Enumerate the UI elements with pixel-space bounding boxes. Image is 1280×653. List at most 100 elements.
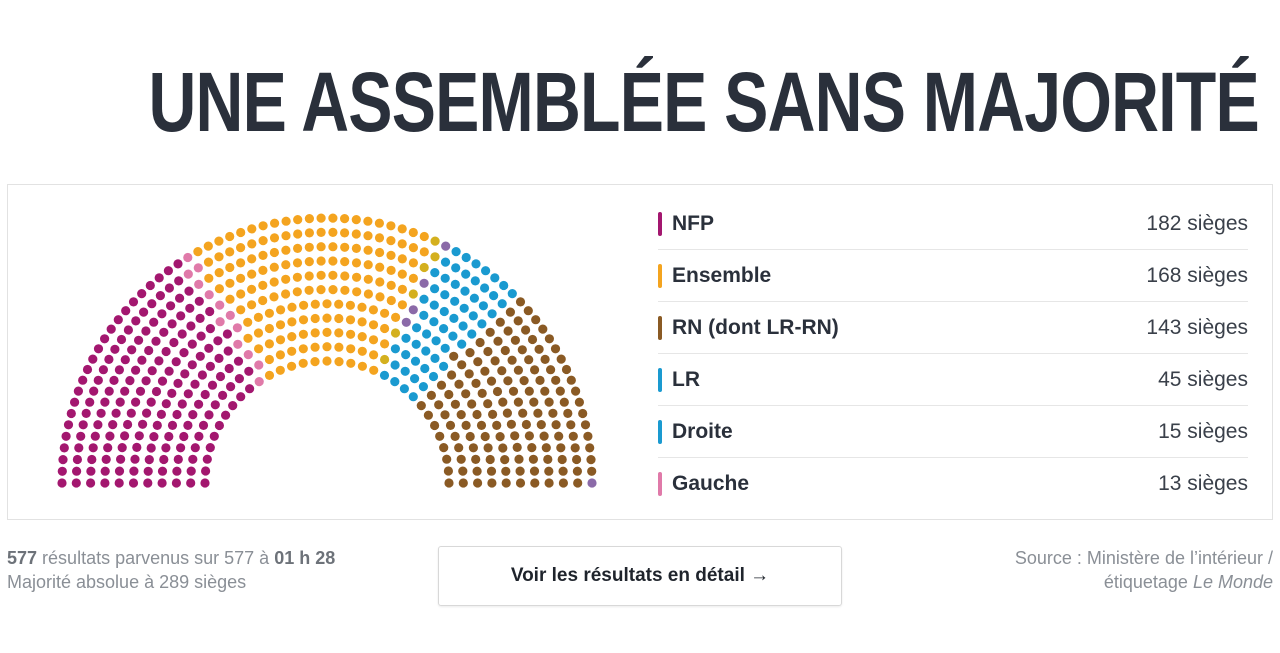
view-details-button[interactable]: Voir les résultats en détail → [438, 546, 842, 606]
seat-dot [205, 324, 215, 334]
seat-dot [281, 274, 291, 284]
seat-dot [478, 301, 488, 311]
seat-dot [247, 224, 257, 234]
seat-dot [397, 300, 407, 310]
seat-dot [205, 361, 215, 371]
seat-dot [143, 478, 153, 488]
seat-dot [492, 386, 503, 397]
seat-dot [334, 357, 344, 367]
seat-dot [587, 466, 597, 476]
seat-dot [157, 466, 168, 476]
seat-dot [275, 320, 286, 330]
seat-dot [380, 339, 390, 349]
legend-label: NFP [672, 211, 714, 235]
seat-dot [548, 408, 558, 418]
seat-dot [247, 239, 257, 249]
seat-dot [419, 231, 429, 242]
seat-dot [281, 216, 291, 226]
seat-dot [287, 332, 297, 342]
seat-dot [530, 478, 540, 488]
seat-dot [186, 478, 196, 488]
seat-dot [585, 443, 595, 453]
seat-dot [269, 233, 280, 243]
seat-dot [490, 273, 500, 283]
seat-dot [105, 431, 115, 441]
seat-dot [473, 357, 483, 367]
seat-dot [156, 409, 166, 419]
seat-dot [489, 291, 499, 301]
legend-label: RN (dont LR-RN) [672, 315, 839, 339]
seat-dot [328, 242, 338, 252]
seat-dot [131, 365, 141, 375]
seat-dot [363, 289, 373, 299]
seat-dot [281, 245, 291, 255]
seat-dot [439, 361, 449, 371]
legend-swatch [658, 315, 662, 340]
seat-dot [423, 410, 433, 420]
seat-dot [459, 303, 469, 313]
seat-dot [304, 214, 314, 224]
seat-dot [201, 466, 211, 476]
seat-dot [422, 329, 432, 339]
seat-dot [120, 386, 130, 396]
seat-dot [215, 371, 226, 382]
seat-dot [71, 478, 81, 488]
source: Source : Ministère de l’intérieur / étiq… [1015, 546, 1273, 594]
seat-dot [86, 478, 96, 488]
seat-dot [293, 215, 303, 225]
seat-dot [76, 431, 86, 441]
seat-dot [487, 478, 497, 488]
seat-dot [96, 408, 106, 418]
seat-dot [225, 310, 235, 320]
seat-dot [524, 386, 534, 396]
legend-item: Gauche 13 sièges [658, 458, 1248, 510]
seat-dot [408, 243, 418, 253]
seat-dot [243, 333, 253, 343]
seat-dot [138, 419, 148, 429]
hemicycle-chart [57, 213, 597, 488]
seat-dot [128, 478, 139, 488]
seat-dot [151, 336, 161, 346]
seat-dot [269, 262, 279, 272]
seat-dot [477, 319, 487, 329]
seat-dot [528, 454, 539, 464]
seat-dot [558, 466, 568, 476]
seat-dot [351, 215, 361, 225]
seat-dot [292, 272, 302, 282]
seat-dot [298, 329, 308, 339]
results-text: résultats parvenus sur 577 à [37, 548, 275, 568]
seat-dot [147, 366, 157, 376]
seat-dot [419, 262, 429, 273]
seat-dot [88, 443, 98, 453]
seat-dot [93, 344, 104, 354]
seat-dot [533, 408, 543, 418]
seat-dot [450, 279, 460, 289]
seat-dot [195, 351, 205, 361]
seat-dot [551, 420, 561, 430]
seat-dot [328, 285, 338, 295]
source-publisher: Le Monde [1192, 572, 1273, 592]
seat-dot [492, 420, 502, 430]
seat-dot [204, 290, 214, 300]
seat-dot [164, 283, 174, 293]
legend-label: Ensemble [672, 263, 772, 287]
seat-dot [234, 374, 244, 384]
seat-dot [116, 454, 126, 464]
seat-dot [397, 224, 407, 234]
seat-dot [275, 365, 285, 375]
seat-dot [167, 388, 177, 398]
seat-dot [340, 228, 350, 238]
seat-dot [416, 401, 426, 411]
seat-dot [98, 365, 108, 375]
seat-dot [61, 431, 71, 441]
seat-dot [535, 375, 545, 385]
seat-dot [195, 313, 205, 323]
seat-dot [121, 306, 131, 316]
seat-dot [450, 431, 460, 441]
seat-dot [419, 247, 429, 257]
seat-dot [200, 389, 210, 400]
seat-dot [401, 317, 411, 327]
seat-dot [186, 321, 196, 331]
seat-dot [258, 280, 268, 290]
seat-dot [172, 409, 182, 420]
